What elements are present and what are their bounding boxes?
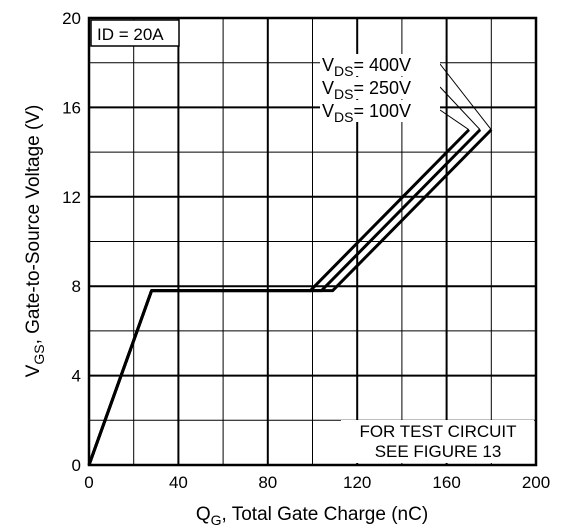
x-tick-label: 200: [522, 473, 550, 492]
legend-label: VDS= 250V: [322, 78, 411, 102]
id-label: ID = 20A: [97, 25, 164, 44]
y-tick-label: 4: [72, 367, 81, 386]
plot-frame: [87, 16, 538, 467]
y-tick-label: 0: [72, 456, 81, 475]
legend-leader-line: [439, 63, 492, 131]
legend-label: VDS= 400V: [322, 55, 411, 79]
legend-label-backing: [320, 54, 440, 76]
x-tick-label: 80: [258, 473, 277, 492]
legend-leader-lines: [439, 63, 492, 131]
x-axis-title-sub: G: [211, 512, 222, 527]
test-circuit-line2: SEE FIGURE 13: [375, 442, 502, 461]
legend-label-backing: [320, 100, 440, 122]
y-axis-title-sub: GS: [31, 344, 47, 364]
x-axis-title-main: Q: [196, 504, 211, 525]
series-line: [87, 128, 471, 466]
y-axis-title: VGS, Gate-to-Source Voltage (V): [23, 105, 47, 378]
x-axis-title: QG, Total Gate Charge (nC): [196, 504, 428, 527]
y-tick-label: 20: [62, 9, 81, 28]
legend-label: VDS= 100V: [322, 101, 411, 125]
series-lines: [87, 128, 493, 466]
x-tick-label: 0: [84, 473, 93, 492]
x-tick-label: 40: [169, 473, 188, 492]
x-axis-title-rest: , Total Gate Charge (nC): [222, 504, 429, 525]
test-circuit-box: [341, 420, 534, 463]
legend-leader-line: [439, 86, 481, 131]
id-label-box: [90, 19, 180, 47]
y-tick-label: 12: [62, 188, 81, 207]
test-circuit-line1: FOR TEST CIRCUIT: [359, 422, 516, 441]
y-tick-label: 16: [62, 98, 81, 117]
tick-labels: 0 40 80 120 160 200 0 4 8 12 16 20: [62, 9, 550, 492]
y-tick-label: 8: [72, 277, 81, 296]
legend-leader-line: [439, 109, 470, 131]
y-axis-title-rest: , Gate-to-Source Voltage (V): [23, 105, 44, 345]
x-tick-label: 120: [343, 473, 371, 492]
grid-lines: [89, 18, 536, 465]
x-tick-label: 160: [432, 473, 460, 492]
y-axis-title-main: V: [23, 364, 44, 377]
legend-label-backing: [320, 77, 440, 99]
